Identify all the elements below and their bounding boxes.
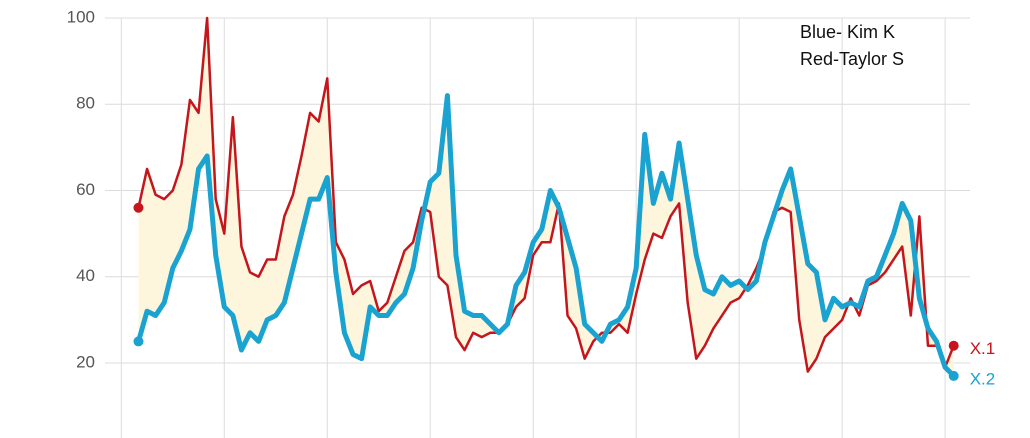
series-label: X.2	[970, 369, 996, 388]
end-point	[133, 336, 144, 347]
y-tick-label: 60	[76, 180, 95, 199]
series-label: X.1	[970, 339, 996, 358]
y-tick-label: 20	[76, 352, 95, 371]
y-tick-label: 80	[76, 94, 95, 113]
end-point	[133, 202, 144, 213]
annotation: Blue- Kim K	[800, 22, 895, 42]
y-tick-label: 100	[67, 7, 95, 26]
end-point	[948, 340, 959, 351]
plot	[133, 16, 959, 381]
fill-between	[138, 18, 954, 376]
series-line	[135, 93, 957, 379]
series-line	[137, 16, 955, 373]
annotation: Red-Taylor S	[800, 49, 904, 69]
y-tick-label: 40	[76, 266, 95, 285]
end-point	[948, 370, 959, 381]
